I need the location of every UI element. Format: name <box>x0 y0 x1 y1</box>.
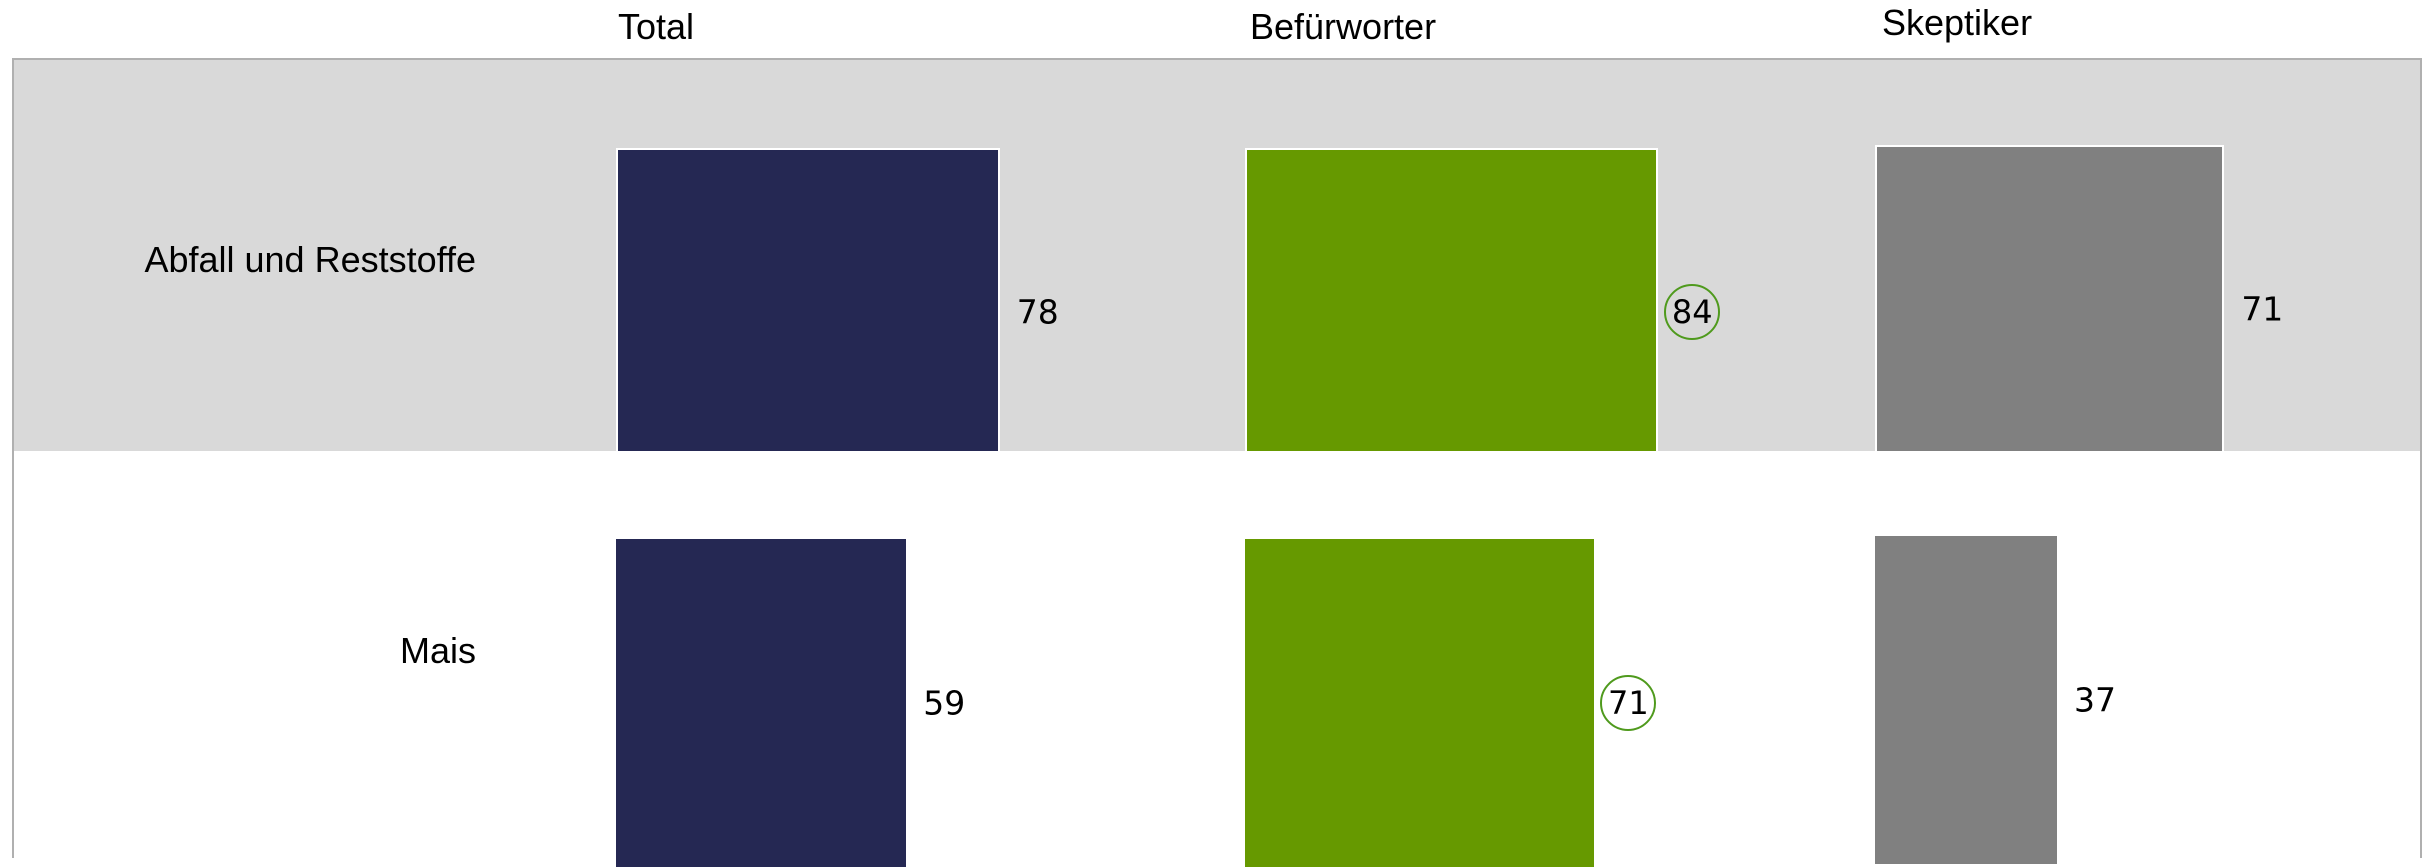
category-label: Abfall und Reststoffe <box>144 238 476 280</box>
data-label: 78 <box>1016 292 1059 332</box>
row-band <box>14 451 2420 842</box>
chart-frame <box>12 58 2422 858</box>
data-label: 84 <box>1664 284 1721 340</box>
data-label: 71 <box>2241 289 2284 329</box>
column-header-total: Total <box>618 6 695 47</box>
data-label: 59 <box>923 683 966 723</box>
column-header-skeptiker: Skeptiker <box>1882 2 2033 43</box>
data-label: 37 <box>2074 680 2117 720</box>
bar <box>1245 148 1659 476</box>
bar <box>1875 145 2225 473</box>
bar <box>1875 536 2058 864</box>
category-label: Mais <box>399 629 476 671</box>
bar <box>1245 539 1595 867</box>
data-label: 71 <box>1600 675 1657 731</box>
bar <box>616 539 907 867</box>
bar <box>616 148 1000 476</box>
column-header-bef-rworter: Befürworter <box>1250 6 1437 47</box>
